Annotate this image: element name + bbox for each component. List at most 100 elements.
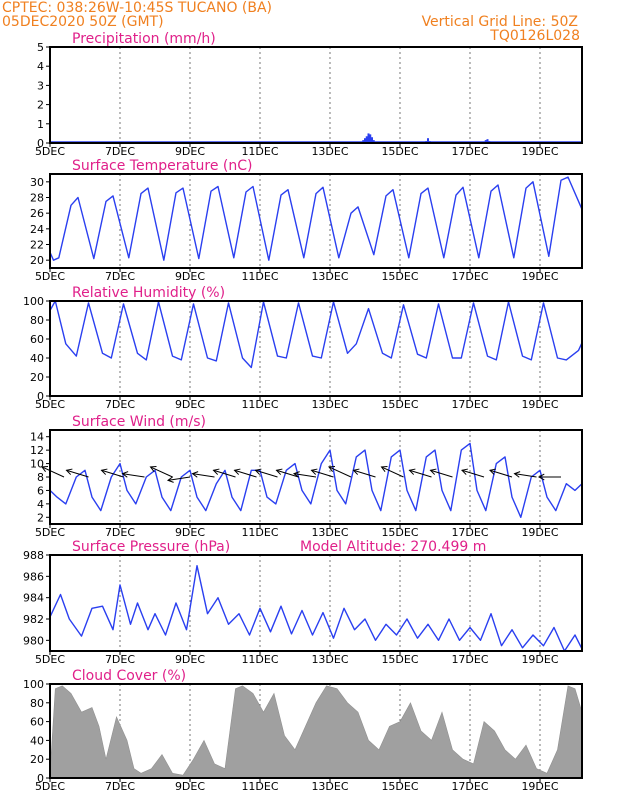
wind-arrowhead xyxy=(328,466,336,473)
wind-frame xyxy=(49,429,583,525)
pressure-xtick-label: 11DEC xyxy=(241,653,278,666)
pressure-xtick-label: 19DEC xyxy=(521,653,558,666)
rh-panel: Relative Humidity (%) 0 20 40 60 80 100 5DEC 7DE… xyxy=(23,285,583,411)
precip-xtick-label: 9DEC xyxy=(175,145,205,158)
wind-arrow xyxy=(255,469,278,478)
precip-ytick-label: 2 xyxy=(37,99,44,112)
precip-bar xyxy=(372,140,375,143)
wind-arrow xyxy=(122,473,145,478)
wind-arrow xyxy=(489,469,513,478)
cloud-xtick-label: 7DEC xyxy=(105,780,135,793)
cloud-ytick-label: 20 xyxy=(30,753,44,766)
wind-arrowhead xyxy=(191,471,199,478)
wind-arrowhead xyxy=(254,468,262,475)
rh-xtick-label: 15DEC xyxy=(381,398,418,411)
header-model-code: TQ0126L028 xyxy=(489,28,580,44)
temp-xtick-label: 9DEC xyxy=(175,270,205,283)
temp-ytick-label: 22 xyxy=(30,239,44,252)
temp-xtick-label: 19DEC xyxy=(521,270,558,283)
rh-ytick-label: 0 xyxy=(37,390,44,403)
wind-arrow xyxy=(514,473,537,478)
wind-arrowhead xyxy=(100,468,108,475)
wind-arrowhead xyxy=(41,466,49,473)
wind-arrowhead xyxy=(233,468,241,475)
cloud-title: Cloud Cover (%) xyxy=(72,668,186,684)
wind-arrowhead xyxy=(292,471,300,478)
wind-xtick-label: 5DEC xyxy=(35,526,65,539)
wind-arrow xyxy=(381,466,404,478)
precip-panel: Precipitation (mm/h) 0 1 2 3 4 5 5DEC 7DEC 9DEC 11… xyxy=(35,31,583,158)
wind-line xyxy=(49,442,583,518)
precip-bar xyxy=(364,138,366,143)
cloud-ytick-label: 0 xyxy=(37,772,44,785)
precip-xtick-label: 17DEC xyxy=(451,145,488,158)
temp-ytick-label: 20 xyxy=(30,254,44,267)
cloud-ytick-label: 100 xyxy=(23,678,44,691)
header-grid-line: Vertical Grid Line: 50Z xyxy=(422,14,578,30)
wind-ytick-label: 6 xyxy=(37,484,44,497)
wind-arrowhead xyxy=(352,468,360,475)
wind-xtick-label: 9DEC xyxy=(175,526,205,539)
wind-arrow xyxy=(66,469,89,478)
pressure-panel: Surface Pressure (hPa) Model Altitude: 27… xyxy=(23,539,583,666)
pressure-xtick-label: 5DEC xyxy=(35,653,65,666)
wind-arrow xyxy=(430,469,453,478)
cloud-ytick-label: 40 xyxy=(30,734,44,747)
pressure-ytick-label: 982 xyxy=(23,613,44,626)
wind-arrowhead xyxy=(429,468,437,475)
cloud-frame xyxy=(49,683,583,779)
temp-xtick-label: 15DEC xyxy=(381,270,418,283)
pressure-line xyxy=(49,565,583,652)
cloud-ytick-label: 60 xyxy=(30,716,44,729)
wind-arrow xyxy=(311,469,334,478)
cloud-xtick-label: 13DEC xyxy=(311,780,348,793)
wind-arrow xyxy=(234,469,257,478)
precip-bar xyxy=(486,139,489,143)
rh-ytick-label: 60 xyxy=(30,333,44,346)
pressure-xtick-label: 15DEC xyxy=(381,653,418,666)
rh-xtick-label: 7DEC xyxy=(105,398,135,411)
precip-xtick-label: 5DEC xyxy=(35,145,65,158)
rh-title: Relative Humidity (%) xyxy=(72,285,225,301)
temp-panel: Surface Temperature (nC) 20 22 24 26 28 30 5DEC… xyxy=(30,158,583,283)
pressure-ytick-label: 980 xyxy=(23,634,44,647)
wind-arrow xyxy=(150,466,173,478)
wind-title: Surface Wind (m/s) xyxy=(72,414,206,430)
rh-xtick-label: 19DEC xyxy=(521,398,558,411)
cloud-xtick-label: 9DEC xyxy=(175,780,205,793)
wind-arrowhead xyxy=(65,468,73,475)
wind-arrowhead xyxy=(513,471,521,478)
pressure-title: Surface Pressure (hPa) xyxy=(72,539,230,555)
wind-arrow xyxy=(328,466,352,478)
rh-frame xyxy=(49,300,583,397)
temp-line xyxy=(49,176,583,261)
wind-ytick-label: 10 xyxy=(30,458,44,471)
pressure-ytick-label: 984 xyxy=(23,592,44,605)
wind-ytick-label: 14 xyxy=(30,431,44,444)
wind-arrowhead xyxy=(461,468,468,475)
wind-arrow xyxy=(353,469,376,478)
cloud-panel: Cloud Cover (%) 0 20 40 60 80 100 5DEC 7DEC 9DEC 1… xyxy=(23,668,583,793)
wind-arrowhead xyxy=(489,468,496,475)
precip-xtick-label: 11DEC xyxy=(241,145,278,158)
wind-arrow xyxy=(276,469,299,478)
temp-ytick-label: 30 xyxy=(30,176,44,189)
pressure-xtick-label: 9DEC xyxy=(175,653,205,666)
wind-xtick-label: 17DEC xyxy=(451,526,488,539)
precip-xtick-label: 7DEC xyxy=(105,145,135,158)
wind-xtick-label: 11DEC xyxy=(241,526,278,539)
rh-ytick-label: 100 xyxy=(23,295,44,308)
wind-arrow xyxy=(192,473,215,478)
wind-arrowhead xyxy=(149,466,157,473)
precip-ytick-label: 5 xyxy=(37,41,44,54)
precip-bar xyxy=(367,133,370,143)
precip-bar xyxy=(484,140,487,143)
temp-ytick-label: 28 xyxy=(30,192,44,205)
precip-xtick-label: 15DEC xyxy=(381,145,418,158)
pressure-annotation: Model Altitude: 270.499 m xyxy=(300,539,486,555)
precip-ytick-label: 4 xyxy=(37,60,44,73)
wind-arrow xyxy=(41,466,65,478)
rh-xtick-label: 9DEC xyxy=(175,398,205,411)
rh-xtick-label: 13DEC xyxy=(311,398,348,411)
